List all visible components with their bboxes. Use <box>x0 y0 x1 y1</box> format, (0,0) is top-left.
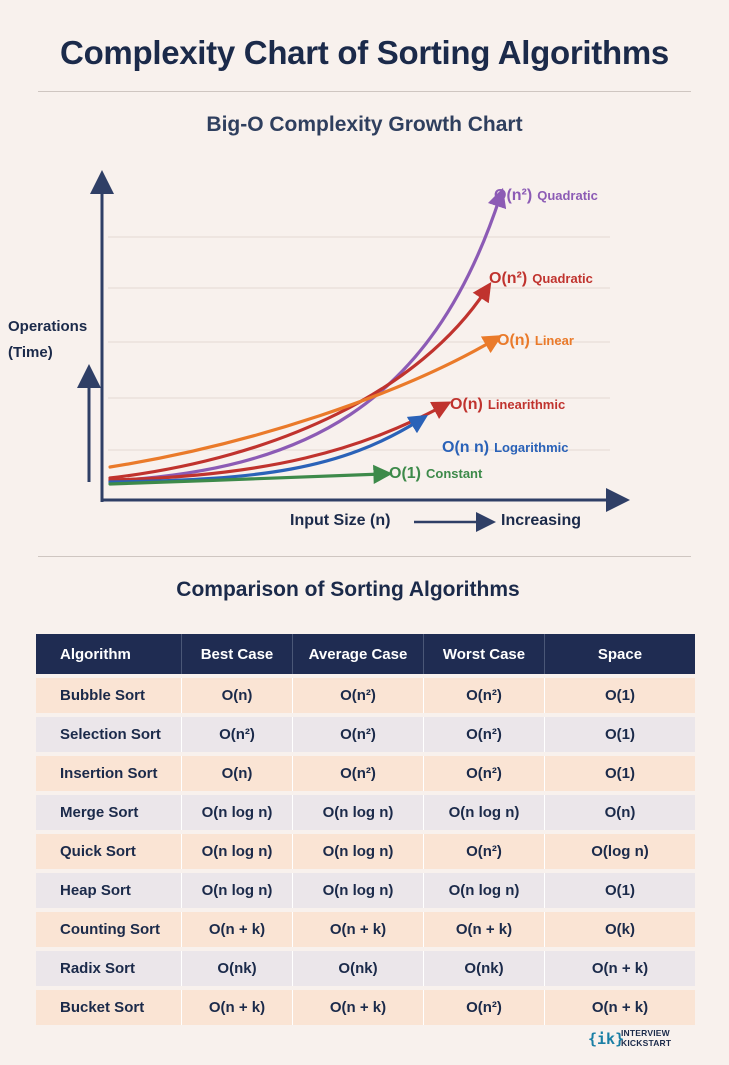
cell-best-case: O(n²) <box>182 717 293 752</box>
cell-average-case: O(n log n) <box>293 795 424 830</box>
cell-algorithm: Bubble Sort <box>36 678 182 713</box>
cell-algorithm: Selection Sort <box>36 717 182 752</box>
cell-average-case: O(nk) <box>293 951 424 986</box>
curve-label-descriptor: Logarithmic <box>494 440 568 455</box>
curve-label-3: O(n) Linearithmic <box>450 396 565 413</box>
curve-label-4: O(n n) Logarithmic <box>442 439 569 456</box>
cell-average-case: O(n²) <box>293 756 424 791</box>
cell-worst-case: O(n²) <box>424 717 545 752</box>
curve-label-descriptor: Constant <box>426 466 483 481</box>
cell-algorithm: Bucket Sort <box>36 990 182 1025</box>
y-axis-label: Operations (Time) <box>8 318 88 361</box>
table-row: Radix Sort O(nk) O(nk) O(nk) O(n + k) <box>36 951 695 986</box>
curve-label-symbol: O(n²) <box>494 187 532 204</box>
curve-label-0: O(n²) Quadratic <box>494 187 598 204</box>
curve-series-1 <box>108 281 492 480</box>
brand-name: INTERVIEW KICKSTART <box>621 1028 672 1048</box>
curve-label-symbol: O(n) <box>497 332 530 349</box>
cell-best-case: O(n + k) <box>182 990 293 1025</box>
curve-label-symbol: O(n²) <box>489 270 527 287</box>
cell-worst-case: O(n log n) <box>424 795 545 830</box>
cell-worst-case: O(n²) <box>424 678 545 713</box>
title-divider <box>38 91 691 92</box>
table-row: Counting Sort O(n + k) O(n + k) O(n + k) O(k… <box>36 912 695 947</box>
chart-axes <box>77 170 630 532</box>
cell-average-case: O(n²) <box>293 717 424 752</box>
header-worst-case: Worst Case <box>424 634 545 674</box>
table-row: Merge Sort O(n log n) O(n log n) O(n log n)… <box>36 795 695 830</box>
cell-average-case: O(n log n) <box>293 873 424 908</box>
curve-label-descriptor: Quadratic <box>537 188 598 203</box>
table-row: Bubble Sort O(n) O(n²) O(n²) O(1) <box>36 678 695 713</box>
table-row: Quick Sort O(n log n) O(n log n) O(n²) O(log… <box>36 834 695 869</box>
curve-label-symbol: O(n n) <box>442 439 489 456</box>
curve-label-5: O(1) Constant <box>389 465 483 482</box>
cell-worst-case: O(n²) <box>424 756 545 791</box>
curve-series-0 <box>108 187 507 483</box>
table-row: Insertion Sort O(n) O(n²) O(n²) O(1) <box>36 756 695 791</box>
table-row: Heap Sort O(n log n) O(n log n) O(n log n) O… <box>36 873 695 908</box>
cell-worst-case: O(n²) <box>424 990 545 1025</box>
cell-space: O(1) <box>545 873 695 908</box>
x-axis-direction-label: Increasing <box>501 512 582 529</box>
cell-best-case: O(n + k) <box>182 912 293 947</box>
curve-label-symbol: O(1) <box>389 465 421 482</box>
cell-average-case: O(n log n) <box>293 834 424 869</box>
cell-best-case: O(n) <box>182 756 293 791</box>
chart-title: Big-O Complexity Growth Chart <box>206 113 523 136</box>
table-header-row: Algorithm Best Case Average Case Worst C… <box>36 634 695 674</box>
cell-average-case: O(n²) <box>293 678 424 713</box>
cell-space: O(1) <box>545 756 695 791</box>
section-divider <box>38 556 691 557</box>
curve-series-2 <box>108 335 503 469</box>
cell-average-case: O(n + k) <box>293 990 424 1025</box>
comparison-table: Algorithm Best Case Average Case Worst C… <box>36 630 695 1029</box>
cell-worst-case: O(nk) <box>424 951 545 986</box>
header-average-case: Average Case <box>293 634 424 674</box>
curve-label-descriptor: Linear <box>535 333 574 348</box>
cell-space: O(k) <box>545 912 695 947</box>
curve-label-descriptor: Quadratic <box>532 271 593 286</box>
cell-best-case: O(nk) <box>182 951 293 986</box>
cell-space: O(n + k) <box>545 990 695 1025</box>
chart-curves <box>108 187 507 486</box>
curve-series-5 <box>108 464 393 486</box>
ik-logo-icon: {ik} <box>588 1030 625 1048</box>
page-title: Complexity Chart of Sorting Algorithms <box>60 34 669 71</box>
cell-best-case: O(n log n) <box>182 873 293 908</box>
curve-label-descriptor: Linearithmic <box>488 397 565 412</box>
curve-label-1: O(n²) Quadratic <box>489 270 593 287</box>
table-row: Selection Sort O(n²) O(n²) O(n²) O(1) <box>36 717 695 752</box>
cell-worst-case: O(n²) <box>424 834 545 869</box>
cell-algorithm: Radix Sort <box>36 951 182 986</box>
x-axis-label: Input Size (n) <box>290 512 391 529</box>
cell-space: O(1) <box>545 678 695 713</box>
curve-label-2: O(n) Linear <box>497 332 574 349</box>
header-best-case: Best Case <box>182 634 293 674</box>
cell-algorithm: Merge Sort <box>36 795 182 830</box>
cell-space: O(n) <box>545 795 695 830</box>
cell-space: O(log n) <box>545 834 695 869</box>
table-body: Bubble Sort O(n) O(n²) O(n²) O(1) Selection S… <box>36 678 695 1025</box>
header-space: Space <box>545 634 695 674</box>
cell-algorithm: Quick Sort <box>36 834 182 869</box>
table-title: Comparison of Sorting Algorithms <box>176 578 520 601</box>
cell-worst-case: O(n log n) <box>424 873 545 908</box>
cell-best-case: O(n log n) <box>182 795 293 830</box>
cell-average-case: O(n + k) <box>293 912 424 947</box>
cell-worst-case: O(n + k) <box>424 912 545 947</box>
table-row: Bucket Sort O(n + k) O(n + k) O(n²) O(n + k) <box>36 990 695 1025</box>
cell-space: O(n + k) <box>545 951 695 986</box>
cell-algorithm: Counting Sort <box>36 912 182 947</box>
cell-best-case: O(n log n) <box>182 834 293 869</box>
curve-label-symbol: O(n) <box>450 396 483 413</box>
cell-algorithm: Heap Sort <box>36 873 182 908</box>
cell-space: O(1) <box>545 717 695 752</box>
header-algorithm: Algorithm <box>36 634 182 674</box>
cell-algorithm: Insertion Sort <box>36 756 182 791</box>
cell-best-case: O(n) <box>182 678 293 713</box>
